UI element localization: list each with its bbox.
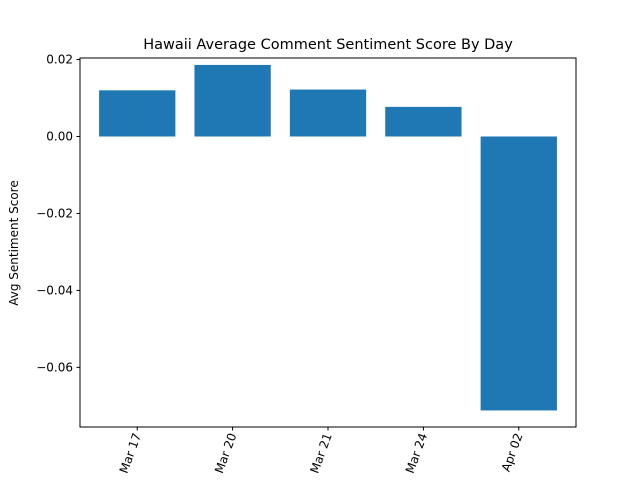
bar xyxy=(99,90,176,137)
bar xyxy=(480,136,557,411)
chart-title: Hawaii Average Comment Sentiment Score B… xyxy=(143,37,513,53)
y-tick-label: −0.04 xyxy=(36,283,73,297)
y-tick-label: 0.00 xyxy=(46,129,73,143)
y-axis-label: Avg Sentiment Score xyxy=(7,180,21,306)
bar xyxy=(289,89,367,137)
bar xyxy=(194,64,271,137)
bar xyxy=(385,106,462,137)
y-tick-label: −0.02 xyxy=(36,206,73,220)
y-tick-label: 0.02 xyxy=(46,53,73,67)
y-tick-label: −0.06 xyxy=(36,360,73,374)
